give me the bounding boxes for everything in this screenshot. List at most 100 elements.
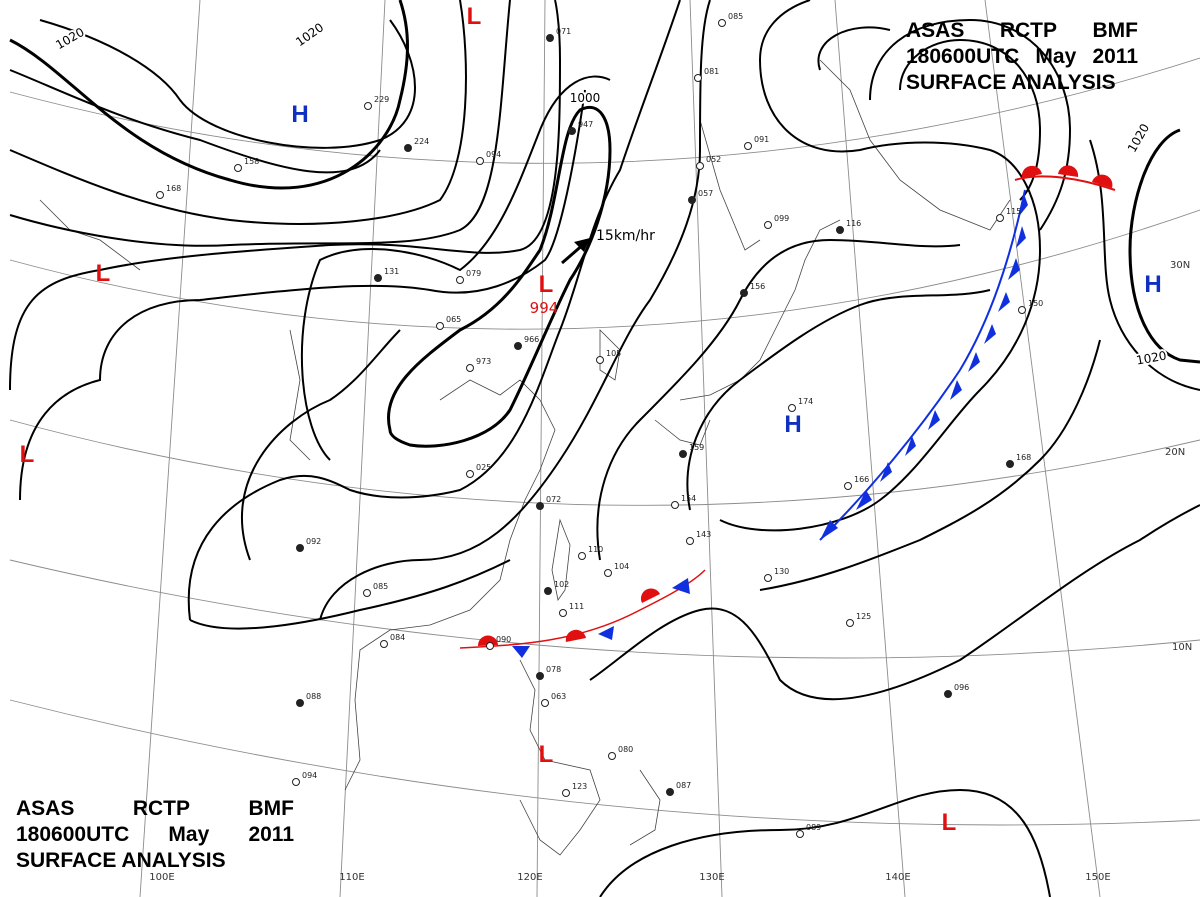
station-plot: 084: [380, 633, 405, 648]
station-pressure: 168: [1016, 453, 1031, 462]
station-pressure: 091: [754, 135, 769, 144]
title-code: BMF: [1092, 19, 1139, 42]
station-circle: [944, 690, 952, 698]
station-circle: [380, 640, 388, 648]
station-circle: [234, 164, 242, 172]
longitude-label: 100E: [149, 872, 174, 883]
station-pressure: 150: [1028, 299, 1043, 308]
latitude-label: 30N: [1170, 260, 1190, 271]
station-pressure: 063: [551, 692, 566, 701]
station-plot: 115: [996, 207, 1021, 222]
title-time: 180600UTC: [906, 45, 1020, 68]
station-plot: 166: [844, 475, 869, 490]
station-circle: [536, 672, 544, 680]
station-circle: [679, 450, 687, 458]
station-circle: [796, 830, 804, 838]
station-circle: [296, 544, 304, 552]
low-center-value: 994: [530, 299, 559, 317]
station-circle: [404, 144, 412, 152]
station-circle: [559, 609, 567, 617]
station-pressure: 085: [373, 582, 388, 591]
station-circle: [546, 34, 554, 42]
station-plot: 081: [694, 67, 719, 82]
station-plot: 071: [546, 27, 571, 42]
title-org: ASAS: [906, 19, 965, 42]
station-plot: 156: [740, 282, 765, 297]
station-pressure: 131: [384, 267, 399, 276]
station-pressure: 973: [476, 357, 491, 366]
station-plot: 111: [559, 602, 584, 617]
station-plot: 229: [364, 95, 389, 110]
station-plot: 102: [544, 580, 569, 595]
isobar-label: 1020: [1135, 349, 1168, 368]
title-month: May: [168, 823, 210, 846]
low-pressure-center: L: [942, 809, 957, 836]
station-pressure: 078: [546, 665, 561, 674]
station-plots: 071 085 081 947 094 052 057 091 099 116 115 158 224 2…: [156, 12, 1043, 838]
station-circle: [694, 74, 702, 82]
title-year: 2011: [1092, 45, 1138, 68]
station-plot: 025: [466, 463, 491, 478]
isobar-label: 1000: [570, 91, 601, 105]
station-circle: [568, 127, 576, 135]
isobars: [9, 0, 1200, 897]
station-circle: [608, 752, 616, 760]
station-plot: 085: [718, 12, 743, 27]
low-pressure-center: L: [96, 260, 111, 287]
station-plot: 090: [486, 635, 511, 650]
station-circle: [156, 191, 164, 199]
station-circle: [1018, 306, 1026, 314]
longitude-label: 140E: [885, 872, 910, 883]
longitude-label: 150E: [1085, 872, 1110, 883]
station-plot: 130: [764, 567, 789, 582]
station-circle: [541, 699, 549, 707]
low-pressure-center: L: [467, 3, 482, 30]
station-pressure: 096: [954, 683, 969, 692]
station-pressure: 224: [414, 137, 429, 146]
station-pressure: 085: [728, 12, 743, 21]
station-circle: [686, 537, 694, 545]
title-product: SURFACE ANALYSIS: [906, 71, 1116, 94]
station-plot: 158: [234, 157, 259, 172]
station-circle: [292, 778, 300, 786]
isobar-label: 1020: [293, 20, 326, 49]
station-pressure: 052: [706, 155, 721, 164]
station-pressure: 156: [750, 282, 765, 291]
station-circle: [578, 552, 586, 560]
station-circle: [544, 587, 552, 595]
station-plot: 966: [514, 335, 539, 350]
station-plot: 080: [608, 745, 633, 760]
station-circle: [688, 196, 696, 204]
low-pressure-center: L: [539, 741, 554, 768]
station-pressure: 088: [306, 692, 321, 701]
station-pressure: 102: [554, 580, 569, 589]
station-pressure: 947: [578, 120, 593, 129]
station-circle: [666, 788, 674, 796]
station-pressure: 025: [476, 463, 491, 472]
station-circle: [788, 404, 796, 412]
title-year: 2011: [248, 823, 294, 846]
low-pressure-center: L: [20, 441, 35, 468]
station-plot: 057: [688, 189, 713, 204]
station-plot: 052: [696, 155, 721, 170]
station-circle: [604, 569, 612, 577]
station-pressure: 057: [698, 189, 713, 198]
station-plot: 150: [1018, 299, 1043, 314]
station-pressure: 084: [390, 633, 405, 642]
station-plot: 168: [1006, 453, 1031, 468]
station-plot: 079: [456, 269, 481, 284]
station-plot: 099: [764, 214, 789, 229]
station-pressure: 168: [166, 184, 181, 193]
title-block-bottom-left: ASAS RCTP BMF 180600UTC May 2011 SURFACE ANA…: [16, 796, 294, 874]
station-plot: 116: [836, 219, 861, 234]
station-plot: 947: [568, 120, 593, 135]
station-pressure: 080: [618, 745, 633, 754]
station-pressure: 125: [856, 612, 871, 621]
title-product: SURFACE ANALYSIS: [16, 849, 226, 872]
station-plot: 110: [578, 545, 603, 560]
station-circle: [836, 226, 844, 234]
station-pressure: 154: [681, 494, 696, 503]
station-pressure: 094: [486, 150, 501, 159]
station-pressure: 159: [689, 443, 704, 452]
